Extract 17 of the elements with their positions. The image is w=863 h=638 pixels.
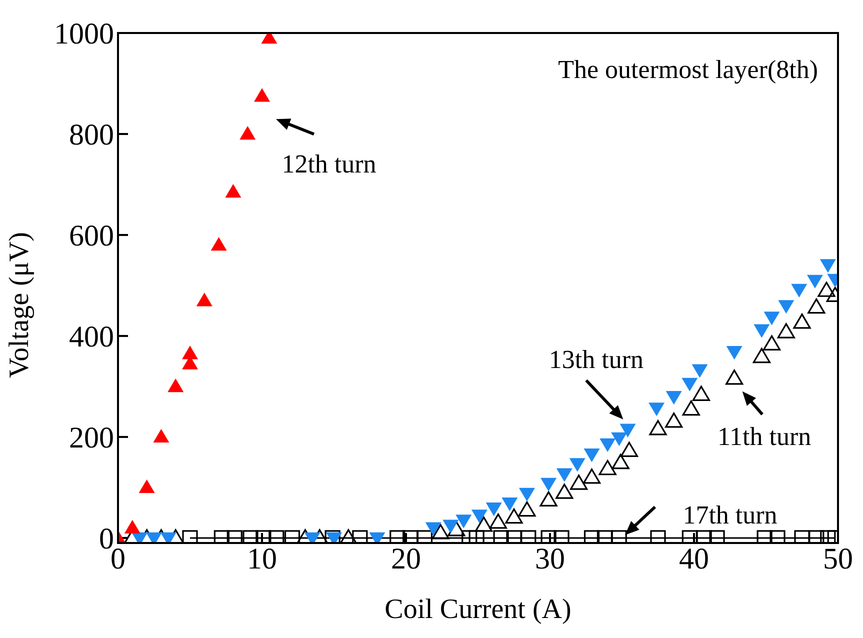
y-tick-label: 400 (69, 320, 114, 354)
annotation: 17th turn (682, 500, 778, 530)
y-tick-label: 800 (69, 118, 114, 152)
y-tick-label: 1000 (54, 18, 114, 51)
annotation: The outermost layer(8th) (558, 55, 818, 84)
annotation: 11th turn (718, 422, 812, 451)
annotation: 13th turn (548, 344, 644, 374)
x-tick-label: 10 (247, 542, 277, 576)
x-tick-label: 20 (391, 542, 421, 576)
annotation: 12th turn (282, 150, 376, 179)
x-tick-label: 30 (535, 542, 565, 576)
x-tick-label: 50 (823, 542, 853, 576)
x-tick-label: 40 (679, 542, 709, 576)
y-tick-label: 200 (69, 422, 114, 455)
y-axis-title: Voltage (μV) (4, 232, 35, 378)
y-tick-label: 600 (69, 220, 114, 253)
x-axis-title: Coil Current (A) (384, 594, 572, 625)
